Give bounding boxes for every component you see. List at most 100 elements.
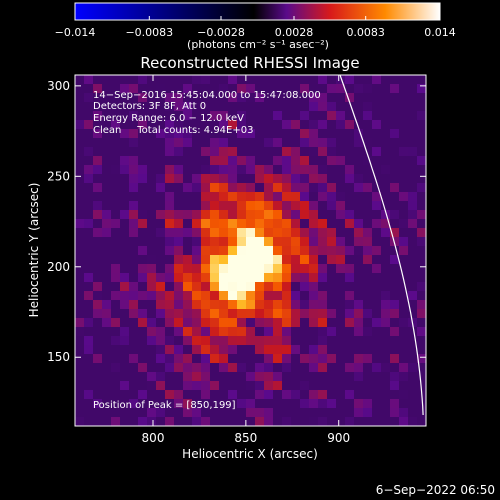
heatmap-cell [291, 399, 300, 408]
heatmap-cell [327, 381, 336, 390]
heatmap-cell [408, 75, 417, 84]
heatmap-cell [93, 363, 102, 372]
heatmap-cell [75, 165, 84, 174]
heatmap-cell [336, 399, 345, 408]
heatmap-cell [237, 210, 246, 219]
heatmap-cell [246, 156, 255, 165]
heatmap-cell [219, 255, 228, 264]
heatmap-cell [84, 129, 93, 138]
heatmap-cell [219, 390, 228, 399]
heatmap-cell [399, 165, 408, 174]
heatmap-cell [390, 228, 399, 237]
heatmap-cell [327, 201, 336, 210]
heatmap-cell [291, 93, 300, 102]
heatmap-cell [336, 309, 345, 318]
heatmap-cell [120, 129, 129, 138]
colorbar-tick-label: −0.0083 [125, 26, 173, 39]
heatmap-cell [93, 102, 102, 111]
heatmap-cell [138, 417, 147, 426]
heatmap-cell [201, 327, 210, 336]
heatmap-cell [237, 111, 246, 120]
heatmap-cell [390, 165, 399, 174]
heatmap-cell [75, 309, 84, 318]
heatmap-cell [129, 282, 138, 291]
heatmap-cell [390, 381, 399, 390]
heatmap-cell [237, 417, 246, 426]
heatmap-cell [228, 246, 237, 255]
heatmap-cell [228, 147, 237, 156]
heatmap-cell [363, 192, 372, 201]
heatmap-cell [327, 147, 336, 156]
heatmap-cell [273, 102, 282, 111]
heatmap-cell [210, 264, 219, 273]
heatmap-cell [156, 138, 165, 147]
heatmap-cell [129, 417, 138, 426]
heatmap-cell [381, 120, 390, 129]
heatmap-cell [390, 318, 399, 327]
heatmap-cell [390, 210, 399, 219]
heatmap-cell [147, 147, 156, 156]
heatmap-cell [237, 354, 246, 363]
heatmap-cell [228, 255, 237, 264]
heatmap-cell [309, 363, 318, 372]
heatmap-cell [102, 282, 111, 291]
heatmap-cell [237, 102, 246, 111]
heatmap-cell [228, 363, 237, 372]
heatmap-cell [264, 201, 273, 210]
heatmap-cell [237, 399, 246, 408]
heatmap-cell [309, 210, 318, 219]
colorbar-tick-label: 0.014 [424, 26, 456, 39]
heatmap-cell [228, 129, 237, 138]
heatmap-cell [390, 291, 399, 300]
heatmap-cell [102, 201, 111, 210]
heatmap-cell [417, 336, 426, 345]
heatmap-cell [291, 264, 300, 273]
heatmap-cell [273, 129, 282, 138]
heatmap-cell [120, 282, 129, 291]
heatmap-cell [264, 237, 273, 246]
heatmap-cell [255, 201, 264, 210]
heatmap-cell [102, 363, 111, 372]
heatmap-cell [354, 165, 363, 174]
heatmap-cell [228, 84, 237, 93]
heatmap-cell [336, 345, 345, 354]
heatmap-cell [363, 210, 372, 219]
heatmap-cell [390, 111, 399, 120]
heatmap-cell [246, 408, 255, 417]
heatmap-cell [147, 309, 156, 318]
colorbar-ticks: −0.014 −0.0083 −0.0028 0.0028 0.0083 0.014 [55, 16, 456, 39]
heatmap-cell [237, 228, 246, 237]
heatmap-cell [327, 282, 336, 291]
heatmap-cell [381, 228, 390, 237]
heatmap-cell [273, 291, 282, 300]
heatmap-cell [345, 165, 354, 174]
heatmap-cell [75, 246, 84, 255]
heatmap-cell [336, 183, 345, 192]
heatmap-cell [156, 291, 165, 300]
heatmap-cell [93, 120, 102, 129]
heatmap-cell [327, 93, 336, 102]
heatmap-cell [291, 345, 300, 354]
heatmap-cell [246, 345, 255, 354]
heatmap-cell [246, 201, 255, 210]
heatmap-cell [318, 147, 327, 156]
heatmap-cell [75, 282, 84, 291]
heatmap-cell [291, 210, 300, 219]
heatmap-cell [309, 138, 318, 147]
heatmap-cell [192, 408, 201, 417]
heatmap-cell [192, 228, 201, 237]
heatmap-cell [300, 282, 309, 291]
heatmap-cell [156, 273, 165, 282]
heatmap-cell [300, 201, 309, 210]
heatmap-cell [84, 417, 93, 426]
heatmap-cell [381, 156, 390, 165]
heatmap-cell [291, 273, 300, 282]
heatmap-cell [246, 129, 255, 138]
heatmap-cell [264, 282, 273, 291]
heatmap-cell [309, 390, 318, 399]
heatmap-cell [183, 138, 192, 147]
heatmap-cell [300, 156, 309, 165]
heatmap-cell [417, 228, 426, 237]
heatmap-cell [210, 129, 219, 138]
heatmap-cell [165, 408, 174, 417]
